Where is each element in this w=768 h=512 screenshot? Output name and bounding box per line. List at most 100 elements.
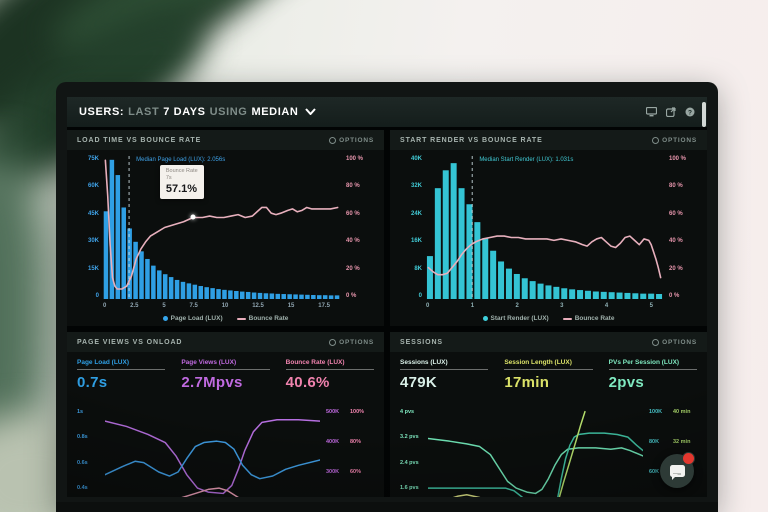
dashboard-grid: LOAD TIME VS BOUNCE RATE OPTIONS 75K 60K 4… [67,127,707,497]
panel-title: SESSIONS [400,338,443,346]
median-label: MEDIAN [251,106,299,118]
axis-label: 300K [326,469,340,475]
chart-area: 1s0.8s0.6s0.4s 500K100%400K80%300K60%200… [77,405,374,497]
scrollbar-thumb[interactable] [702,102,706,127]
chart-legend: Start Render (LUX) Bounce Rate [390,311,707,326]
axis-row: 500K 100% [326,409,374,415]
chart-area: 75K 60K 45K 30K 15K 0 Median Page Load (LUX):… [75,156,376,299]
axis-label: 100 % [346,156,364,162]
axis-label: 40 min [673,409,691,415]
median-annotation: Median Page Load (LUX): 2.056s [136,157,226,163]
chart-area: 40K 32K 24K 16K 8K 0 Median Start Render (LUX… [398,156,699,299]
metric-value: 0.7s [77,374,108,391]
options-button[interactable]: OPTIONS [652,136,697,144]
axis-label: 3.2 pvs [400,434,419,441]
panel-sessions: SESSIONS OPTIONS Sessions (LUX) 479K Sessi… [390,332,707,497]
options-button[interactable]: OPTIONS [329,136,374,144]
plot-region [105,405,320,497]
chat-fab-button[interactable] [660,452,695,488]
panel-header: LOAD TIME VS BOUNCE RATE OPTIONS [67,130,384,150]
legend-label: Bounce Rate [574,315,615,322]
axis-row: 300K 60% [326,469,374,475]
legend-item[interactable]: Bounce Rate [562,315,615,322]
options-label: OPTIONS [339,338,374,346]
page-title: USERS: LAST 7 DAYS USING MEDIAN [79,106,317,118]
x-axis: 0 2.5 5 7.5 10 12.5 15 17.5 [75,301,376,311]
y-axis-left: 75K 60K 45K 30K 15K 0 [75,156,103,299]
x-tick-label: 1 [470,303,475,309]
panel-title: START RENDER VS BOUNCE RATE [400,136,543,144]
axis-label: 1.6 pvs [400,484,419,491]
axis-label: 60K [87,183,99,190]
axis-label: 60K [649,469,660,475]
metric: Session Length (LUX) 17min [504,359,593,403]
axis-label: 60 % [346,210,360,217]
panel-title: PAGE VIEWS VS ONLOAD [77,338,183,346]
axis-label: 100K [649,409,663,415]
axis-label: 400K [326,439,340,445]
axis-label: 45K [87,210,99,217]
x-tick-label: 4 [604,303,609,309]
axis-label: 40K [410,156,422,162]
x-tick-label: 0 [426,303,430,309]
chart-area: 4 pvs 3.2 pvs 2.4 pvs 1.6 pvs 100K 40 min 80K… [400,405,697,497]
metric-label: Session Length (LUX) [504,359,593,370]
chevron-down-icon[interactable] [305,106,317,118]
metric-label: Page Load (LUX) [77,359,166,370]
legend-dot-icon [162,316,168,321]
axis-label: 40 % [669,238,683,245]
laptop-bezel: USERS: LAST 7 DAYS USING MEDIAN [56,82,718,512]
axis-label: 100 % [669,156,687,162]
options-button[interactable]: OPTIONS [329,338,374,346]
axis-label: 0.6s [77,459,88,466]
axis-label: 32K [410,183,422,190]
metric-label: PVs Per Session (LUX) [608,359,697,370]
legend-item[interactable]: Page Load (LUX) [162,315,223,322]
x-tick-label: 12.5 [252,303,264,309]
options-button[interactable]: OPTIONS [652,338,697,346]
axis-label: 40 % [346,238,360,245]
help-icon[interactable]: ? [685,107,695,117]
y-axis-right: 100 % 80 % 60 % 40 % 20 % 0 % [663,156,699,299]
metric-value: 17min [504,374,550,391]
x-tick-label: 5 [162,303,166,309]
monitor-icon[interactable] [646,107,657,117]
chart-legend: Page Load (LUX) Bounce Rate [67,311,384,326]
metric-row: Sessions (LUX) 479K Session Length (LUX) 17… [400,359,697,403]
options-label: OPTIONS [662,136,697,144]
y-axis-left: 1s 0.8s 0.6s 0.4s [77,405,105,491]
histogram-chart [426,156,663,299]
axis-label: 20 % [669,265,683,272]
axis-label: 1s [77,409,84,415]
y-axis-left: 4 pvs 3.2 pvs 2.4 pvs 1.6 pvs [400,405,428,491]
y-axis-right: 100 % 80 % 60 % 40 % 20 % 0 % [340,156,376,299]
legend-item[interactable]: Bounce Rate [236,315,288,322]
dashboard-screen: USERS: LAST 7 DAYS USING MEDIAN [67,97,707,497]
axis-label: 0 [418,292,422,299]
axis-label: 500K [326,409,340,415]
global-header: USERS: LAST 7 DAYS USING MEDIAN [67,97,707,127]
metric-label: Bounce Rate (LUX) [285,359,374,370]
axis-label: 0.8s [77,434,88,441]
panel-title: LOAD TIME VS BOUNCE RATE [77,136,202,144]
axis-label: 80 % [669,183,683,190]
legend-line-icon [236,317,246,320]
legend-item[interactable]: Start Render (LUX) [482,315,549,322]
axis-label: 15K [87,265,99,272]
metric: Sessions (LUX) 479K [400,359,489,403]
axis-label: 60% [350,469,362,475]
share-icon[interactable] [666,107,676,117]
tooltip-time: 7s [165,174,172,181]
last-label: LAST [128,106,160,118]
axis-label: 80% [350,439,362,445]
chat-bubble-icon [669,465,685,480]
gear-icon [652,338,660,346]
median-annotation: Median Start Render (LUX): 1.031s [479,157,574,163]
axis-label: 60 % [669,210,683,217]
histogram-chart [103,156,340,299]
axis-row: 80K 32 min [649,439,697,445]
metric: Bounce Rate (LUX) 40.6% [285,359,374,403]
x-tick-label: 2 [515,303,519,309]
x-axis: 0 1 2 3 4 5 [398,301,699,311]
